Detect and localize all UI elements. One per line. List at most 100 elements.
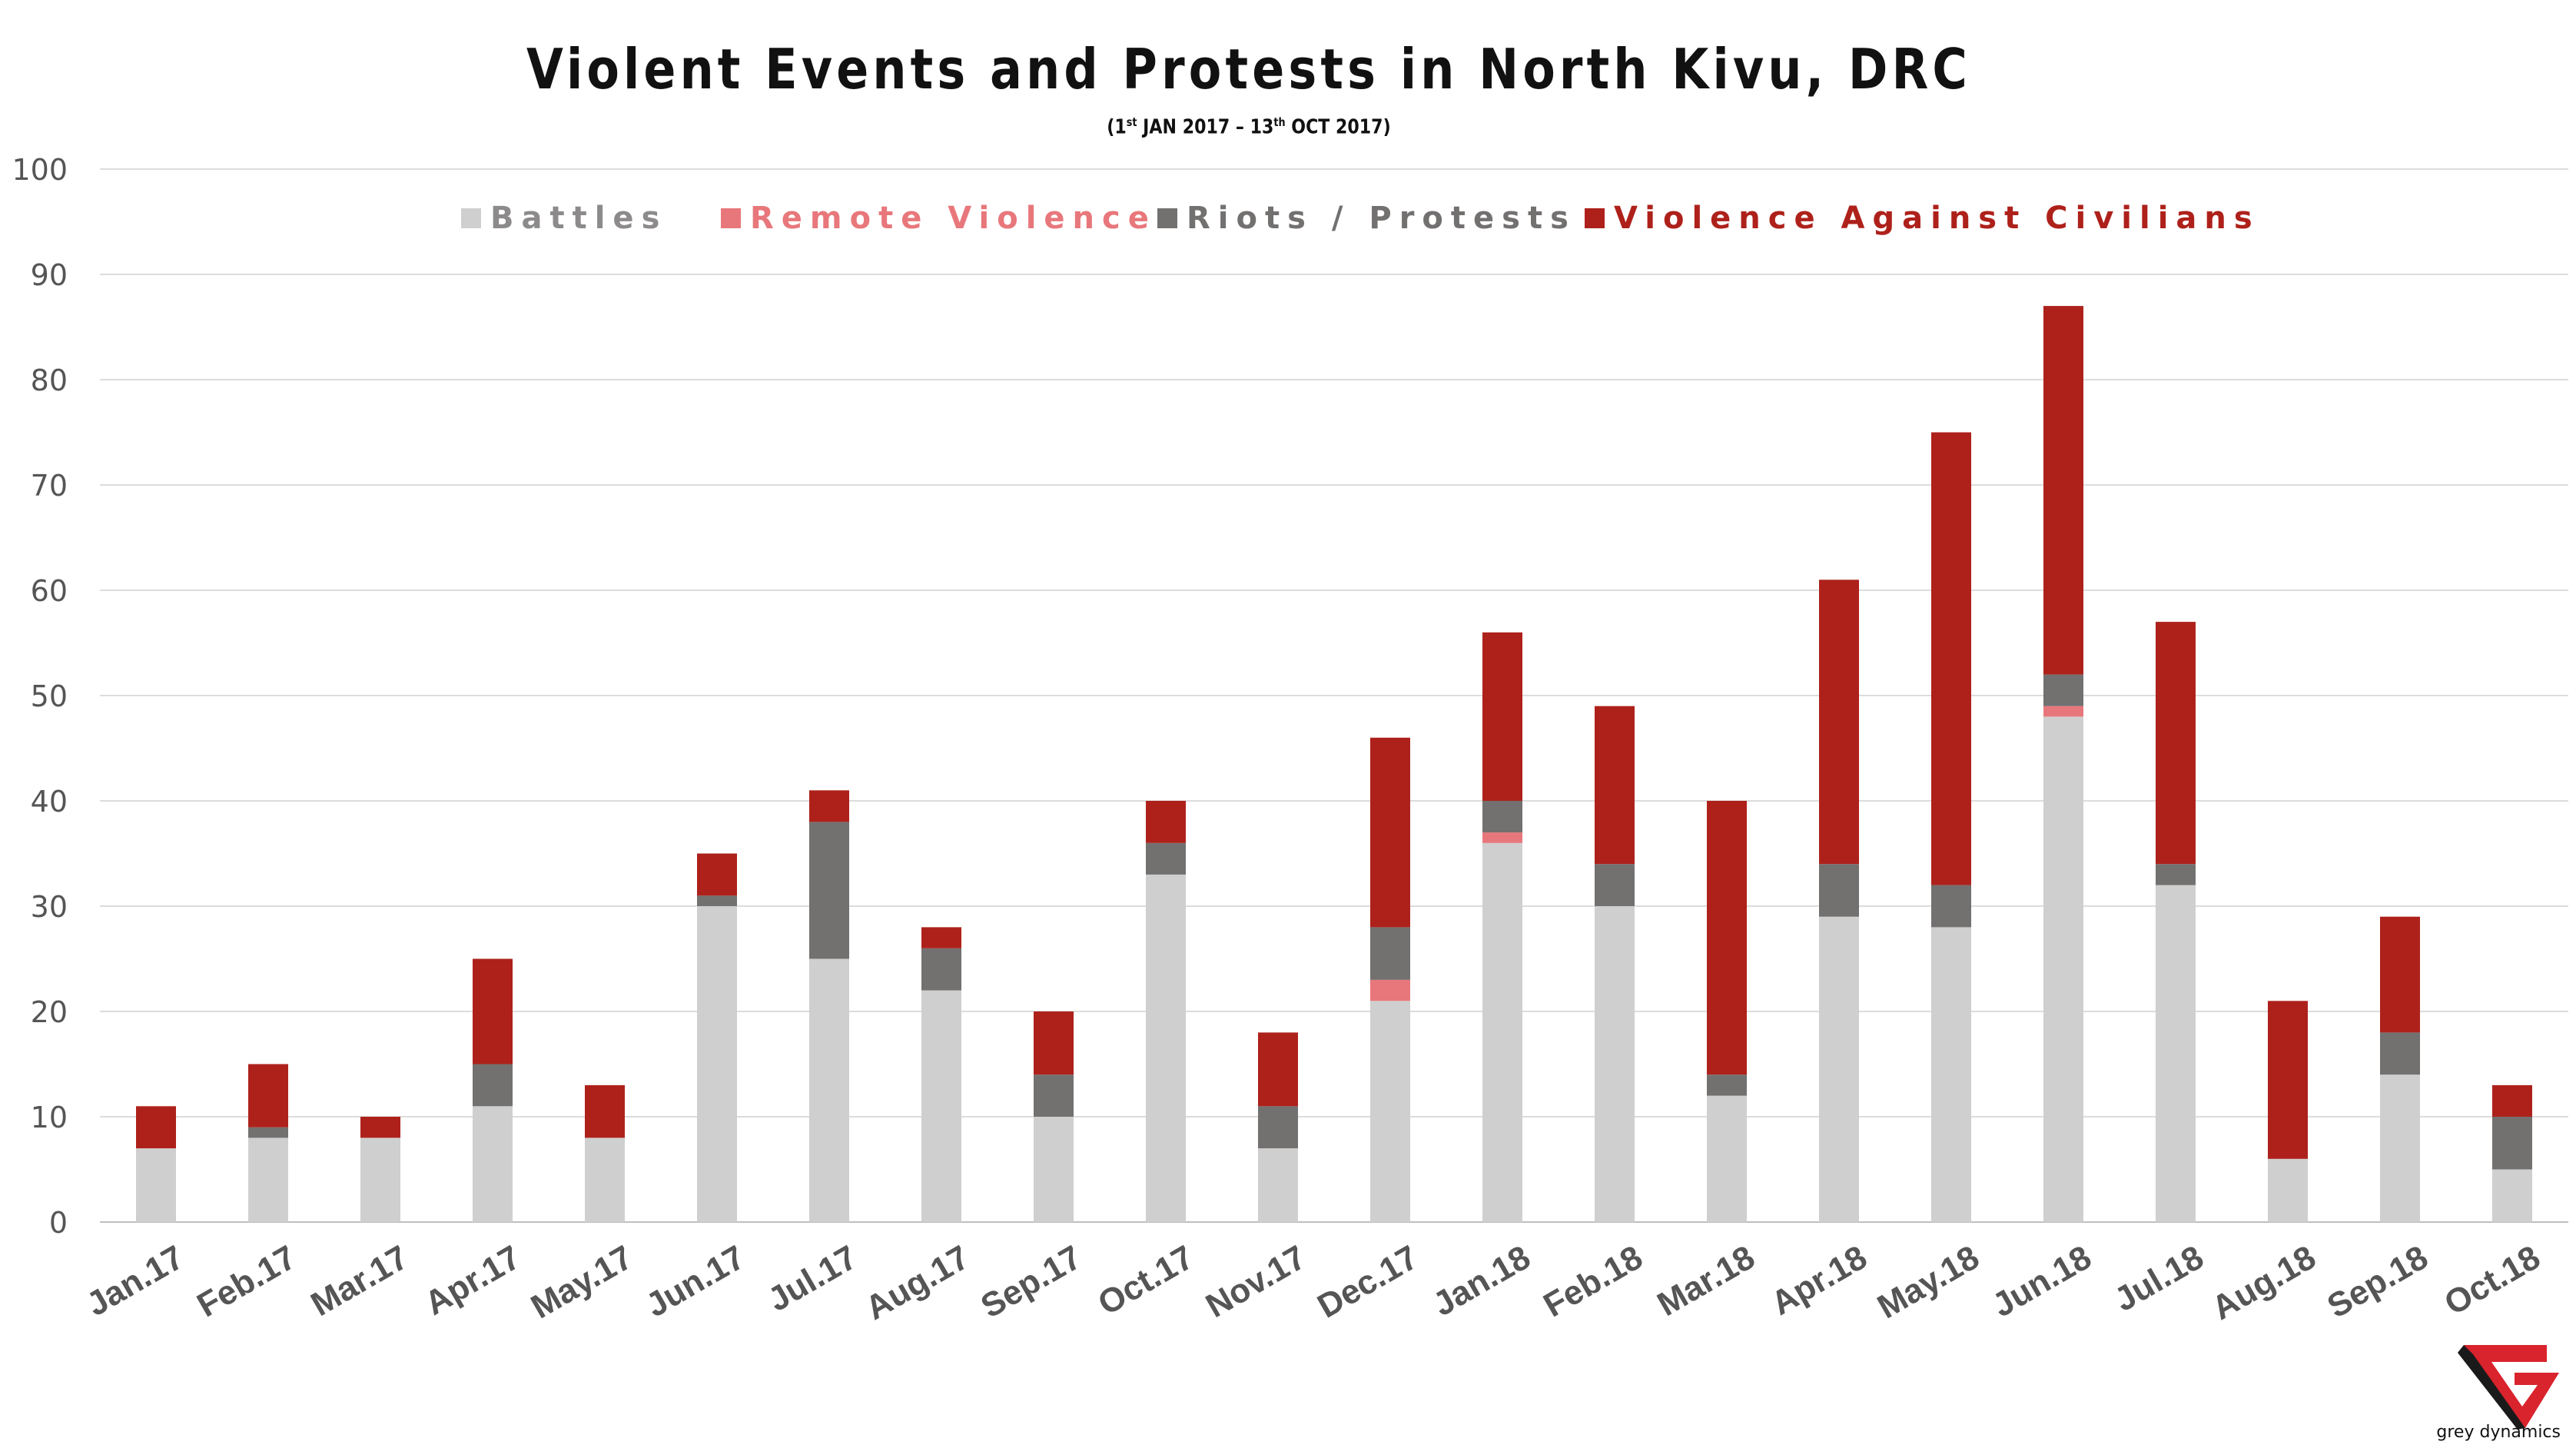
bar-segment-riots-protests <box>1819 864 1859 917</box>
bar-segment-remote-violence <box>2043 706 2083 717</box>
bar-segment-battles <box>248 1137 288 1222</box>
x-tick-label: Jan.18 <box>1426 1238 1536 1323</box>
x-tick-label: May.17 <box>525 1238 639 1326</box>
bar-segment-riots-protests <box>2043 674 2083 706</box>
x-tick-label: Mar.18 <box>1651 1238 1761 1323</box>
legend-label-riots-protests: Riots / Protests <box>1187 201 1576 236</box>
x-tick-label: Apr.18 <box>1765 1238 1874 1323</box>
grey-dynamics-logo-icon <box>2458 1345 2559 1430</box>
bar-segment-violence-against-civilians <box>2043 306 2083 675</box>
bar-segment-violence-against-civilians <box>585 1084 625 1138</box>
x-tick-label: Sep.18 <box>2321 1238 2434 1325</box>
legend-label-battles: Battles <box>490 201 668 236</box>
bar-segment-battles <box>921 990 961 1222</box>
bar-segment-battles <box>697 906 737 1222</box>
y-tick-label: 100 <box>12 153 68 187</box>
x-tick-label: Jun.17 <box>639 1238 751 1324</box>
bar-segment-battles <box>1595 906 1635 1222</box>
bar-segment-violence-against-civilians <box>1707 801 1747 1075</box>
bar-segment-riots-protests <box>1258 1106 1298 1149</box>
bar-segment-battles <box>473 1106 513 1222</box>
y-tick-label: 70 <box>31 469 68 503</box>
x-tick-label: Oct.17 <box>1092 1238 1200 1323</box>
bar-segment-riots-protests <box>1931 885 1971 928</box>
x-tick-label: Apr.17 <box>419 1238 527 1323</box>
logo-text: grey dynamics <box>2436 1423 2561 1442</box>
legend-swatch-riots-protests <box>1157 208 1177 228</box>
bar-segment-riots-protests <box>2156 864 2196 885</box>
bar-segment-violence-against-civilians <box>809 790 849 822</box>
bar-segment-battles <box>1707 1095 1747 1222</box>
bar-segment-riots-protests <box>473 1064 513 1107</box>
y-tick-label: 60 <box>31 574 68 608</box>
bar-segment-battles <box>1819 916 1859 1222</box>
bar-segment-battles <box>2492 1169 2532 1222</box>
legend-item-violence-against-civilians: Violence Against Civilians <box>1585 195 2260 241</box>
bar-segment-violence-against-civilians <box>1146 801 1186 843</box>
chart-title: Violent Events and Protests in North Kiv… <box>526 37 1972 101</box>
legend-item-remote-violence: Remote Violence <box>721 195 1157 241</box>
bar-segment-violence-against-civilians <box>360 1117 400 1138</box>
legend-item-battles: Battles <box>461 195 667 241</box>
bar-segment-battles <box>1258 1148 1298 1222</box>
bar-segment-battles <box>1034 1117 1074 1222</box>
bar-segment-violence-against-civilians <box>1258 1032 1298 1107</box>
bar-segment-battles <box>1931 927 1971 1222</box>
bar-segment-violence-against-civilians <box>1595 706 1635 865</box>
bar-segment-violence-against-civilians <box>2268 1001 2308 1159</box>
chart-subtitle: (1st JAN 2017 – 13th OCT 2017) <box>1107 115 1391 139</box>
bar-segment-riots-protests <box>1370 927 1410 980</box>
bar-segment-violence-against-civilians <box>248 1064 288 1128</box>
legend-swatch-violence-against-civilians <box>1585 208 1605 228</box>
bar-segment-violence-against-civilians <box>697 853 737 896</box>
bar-segment-remote-violence <box>1482 832 1522 843</box>
x-tick-label: Mar.17 <box>304 1238 414 1323</box>
x-tick-label: Jul.17 <box>762 1238 864 1319</box>
bar-segment-violence-against-civilians <box>473 958 513 1064</box>
bar-segment-riots-protests <box>1146 842 1186 875</box>
x-tick-label: Oct.18 <box>2438 1238 2547 1323</box>
bar-segment-battles <box>1370 1001 1410 1222</box>
bar-segment-riots-protests <box>809 822 849 959</box>
bar-segment-riots-protests <box>2492 1117 2532 1170</box>
legend-item-riots-protests: Riots / Protests <box>1157 195 1576 241</box>
bar-segment-violence-against-civilians <box>1370 737 1410 928</box>
bar-segment-battles <box>1146 874 1186 1222</box>
bar-segment-violence-against-civilians <box>1819 580 1859 865</box>
x-tick-label: Feb.17 <box>191 1238 302 1324</box>
bar-segment-violence-against-civilians <box>2380 916 2420 1033</box>
bar-segment-riots-protests <box>1034 1074 1074 1117</box>
x-tick-label: May.18 <box>1871 1238 1986 1326</box>
bar-segment-riots-protests <box>248 1127 288 1138</box>
bar-segment-battles <box>2380 1074 2420 1222</box>
bar-segment-riots-protests <box>697 895 737 906</box>
x-tick-label: Jul.18 <box>2108 1238 2210 1319</box>
bar-segment-violence-against-civilians <box>1034 1011 1074 1075</box>
bar-segment-violence-against-civilians <box>136 1106 176 1149</box>
y-tick-label: 10 <box>31 1101 68 1134</box>
x-tick-label: Aug.17 <box>859 1238 976 1327</box>
bar-segment-violence-against-civilians <box>2492 1084 2532 1117</box>
bar-segment-battles <box>1482 842 1522 1222</box>
bar-segment-riots-protests <box>921 948 961 991</box>
y-tick-label: 90 <box>31 258 68 292</box>
bar-segment-battles <box>585 1137 625 1222</box>
bar-segment-battles <box>360 1137 400 1222</box>
bar-segment-violence-against-civilians <box>2156 622 2196 865</box>
bar-segment-riots-protests <box>1595 864 1635 906</box>
y-tick-label: 30 <box>31 890 68 924</box>
y-tick-label: 0 <box>49 1206 68 1240</box>
y-tick-label: 20 <box>31 995 68 1029</box>
bar-segment-battles <box>2043 716 2083 1222</box>
bar-segment-battles <box>2268 1158 2308 1222</box>
x-tick-label: Nov.17 <box>1200 1238 1313 1325</box>
legend-label-remote-violence: Remote Violence <box>750 201 1157 236</box>
bar-segment-violence-against-civilians <box>1482 632 1522 801</box>
chart-legend: Battles Remote Violence Riots / Protests… <box>0 195 2576 241</box>
bar-segment-riots-protests <box>1482 801 1522 833</box>
legend-swatch-remote-violence <box>721 208 741 228</box>
bar-segment-riots-protests <box>1707 1074 1747 1096</box>
x-tick-label: Feb.18 <box>1537 1238 1648 1324</box>
